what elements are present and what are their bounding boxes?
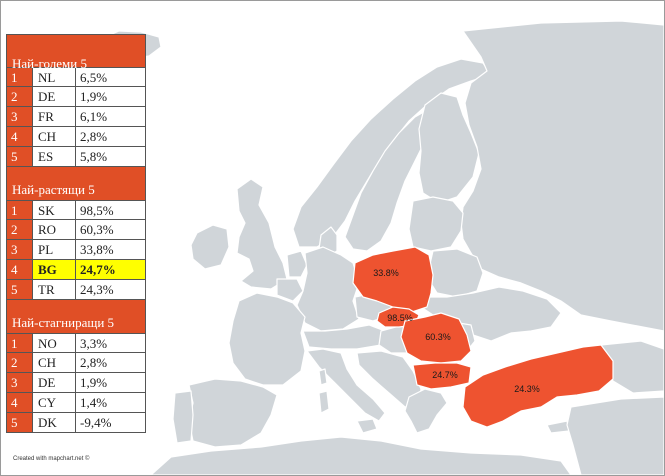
table-row: 5 DK -9,4% bbox=[6, 413, 146, 433]
section-title-fastest-growing: Най-растящи 5 bbox=[6, 167, 146, 200]
rank-cell: 1 bbox=[7, 201, 33, 219]
rank-cell: 4 bbox=[7, 127, 33, 146]
country-bulgaria bbox=[412, 362, 472, 390]
table-row: 2 CH 2,8% bbox=[6, 353, 146, 373]
country-code-cell: RO bbox=[33, 220, 76, 239]
table-row: 5 TR 24,3% bbox=[6, 280, 146, 300]
country-code-cell: DK bbox=[33, 413, 76, 432]
country-belgium bbox=[276, 278, 304, 302]
country-france bbox=[228, 292, 306, 386]
table-row-highlighted: 4 BG 24,7% bbox=[6, 260, 146, 280]
rank-cell: 5 bbox=[7, 413, 33, 432]
rank-cell: 3 bbox=[7, 240, 33, 259]
country-netherlands bbox=[286, 250, 308, 278]
country-north-africa bbox=[150, 436, 572, 475]
label-slovakia: 98.5% bbox=[387, 313, 413, 323]
rank-cell: 5 bbox=[7, 280, 33, 299]
value-cell: 1,4% bbox=[76, 393, 145, 412]
country-code-cell: DE bbox=[33, 373, 76, 392]
country-turkey bbox=[462, 344, 614, 428]
country-cyprus bbox=[546, 420, 570, 434]
value-cell: 24,7% bbox=[76, 260, 145, 279]
value-cell: 60,3% bbox=[76, 220, 145, 239]
label-bulgaria: 24.7% bbox=[432, 370, 458, 380]
country-code-cell: SK bbox=[33, 201, 76, 219]
rank-cell: 2 bbox=[7, 87, 33, 106]
country-sicily bbox=[356, 418, 378, 434]
country-corsica bbox=[318, 368, 328, 386]
country-italy bbox=[306, 348, 386, 422]
country-code-cell: FR bbox=[33, 107, 76, 126]
country-baltics bbox=[408, 196, 464, 252]
table-row: 1 NO 3,3% bbox=[6, 333, 146, 353]
table-row: 4 CH 2,8% bbox=[6, 127, 146, 147]
value-cell: 5,8% bbox=[76, 147, 145, 166]
country-belarus bbox=[426, 248, 484, 298]
country-code-cell: CY bbox=[33, 393, 76, 412]
value-cell: 24,3% bbox=[76, 280, 145, 299]
value-cell: -9,4% bbox=[76, 413, 145, 432]
country-ireland bbox=[190, 224, 230, 270]
country-russia bbox=[460, 20, 664, 332]
rank-cell: 3 bbox=[7, 373, 33, 392]
legend-table: Най-големи 5 1 NL 6,5% 2 DE 1,9% 3 FR 6,… bbox=[6, 34, 146, 433]
country-code-cell: DE bbox=[33, 87, 76, 106]
rank-cell: 2 bbox=[7, 353, 33, 372]
rank-cell: 3 bbox=[7, 107, 33, 126]
table-row: 2 RO 60,3% bbox=[6, 220, 146, 240]
country-code-cell: CH bbox=[33, 127, 76, 146]
rank-cell: 4 bbox=[7, 393, 33, 412]
table-row: 3 DE 1,9% bbox=[6, 373, 146, 393]
table-row: 3 FR 6,1% bbox=[6, 107, 146, 127]
country-romania bbox=[400, 312, 472, 364]
section-title-most-stagnant: Най-стагниращи 5 bbox=[6, 300, 146, 333]
label-romania: 60.3% bbox=[425, 332, 451, 342]
value-cell: 6,1% bbox=[76, 107, 145, 126]
country-code-cell: TR bbox=[33, 280, 76, 299]
country-portugal bbox=[172, 390, 194, 444]
section-title-largest: Най-големи 5 bbox=[6, 34, 146, 71]
country-poland bbox=[352, 246, 434, 314]
value-cell: 6,5% bbox=[76, 68, 145, 86]
credit-text: Created with mapchart.net © bbox=[13, 456, 90, 462]
country-sardinia bbox=[318, 390, 330, 414]
country-spain bbox=[188, 378, 278, 448]
country-code-cell: ES bbox=[33, 147, 76, 166]
table-row: 3 PL 33,8% bbox=[6, 240, 146, 260]
label-turkey: 24.3% bbox=[514, 384, 540, 394]
country-uk bbox=[236, 178, 288, 290]
table-row: 4 CY 1,4% bbox=[6, 393, 146, 413]
country-code-cell: CH bbox=[33, 353, 76, 372]
table-row: 2 DE 1,9% bbox=[6, 87, 146, 107]
value-cell: 2,8% bbox=[76, 127, 145, 146]
country-code-cell: PL bbox=[33, 240, 76, 259]
label-poland: 33.8% bbox=[373, 268, 399, 278]
value-cell: 1,9% bbox=[76, 87, 145, 106]
value-cell: 3,3% bbox=[76, 334, 145, 352]
country-code-cell: NL bbox=[33, 68, 76, 86]
rank-cell: 4 bbox=[7, 260, 33, 279]
country-finland bbox=[418, 92, 480, 204]
country-code-cell: NO bbox=[33, 334, 76, 352]
value-cell: 1,9% bbox=[76, 373, 145, 392]
country-code-cell: BG bbox=[33, 260, 76, 279]
country-greece bbox=[404, 388, 448, 434]
rank-cell: 1 bbox=[7, 334, 33, 352]
table-row: 1 SK 98,5% bbox=[6, 200, 146, 220]
value-cell: 98,5% bbox=[76, 201, 145, 219]
value-cell: 33,8% bbox=[76, 240, 145, 259]
rank-cell: 2 bbox=[7, 220, 33, 239]
country-middle-east bbox=[566, 396, 664, 475]
country-germany bbox=[296, 246, 360, 332]
table-row: 1 NL 6,5% bbox=[6, 67, 146, 87]
table-row: 5 ES 5,8% bbox=[6, 147, 146, 167]
rank-cell: 5 bbox=[7, 147, 33, 166]
rank-cell: 1 bbox=[7, 68, 33, 86]
value-cell: 2,8% bbox=[76, 353, 145, 372]
